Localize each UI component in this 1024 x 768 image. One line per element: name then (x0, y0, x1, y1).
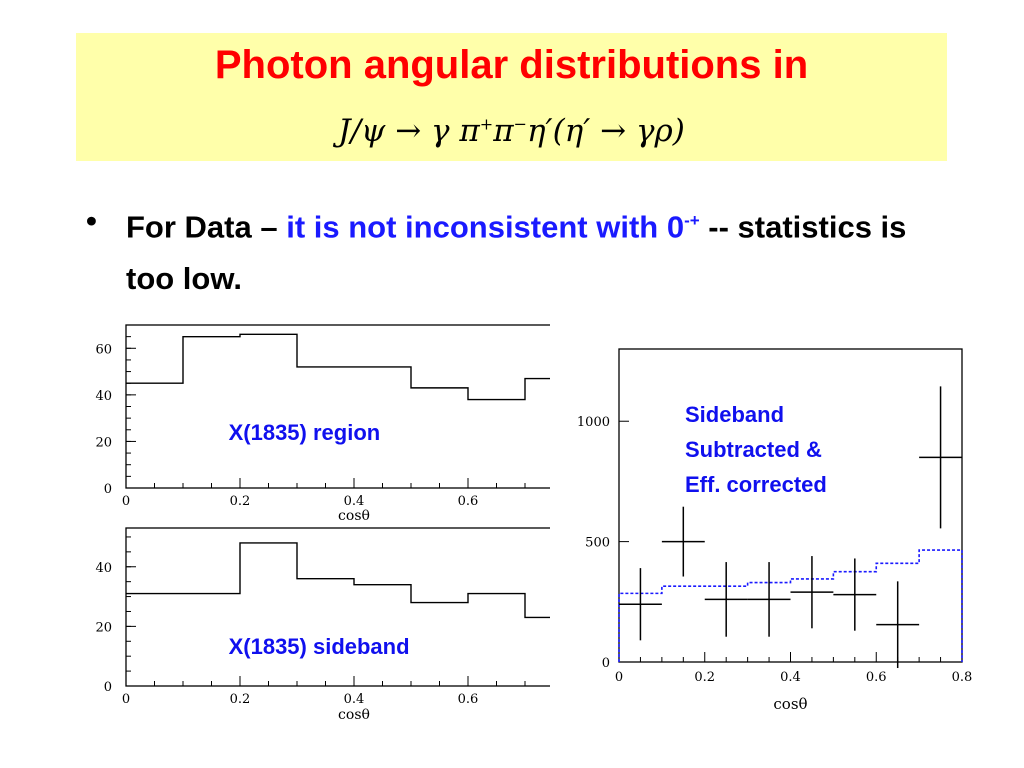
x-tick-label: 0 (122, 494, 130, 509)
y-tick-label: 20 (95, 620, 112, 635)
x-tick-label: 0.8 (952, 670, 973, 685)
x-axis-label: cosθ (773, 695, 807, 713)
x-tick-label: 0.2 (230, 692, 251, 707)
annotation-label: X(1835) sideband (229, 634, 410, 659)
histogram-bars (126, 542, 550, 619)
x-axis-label: cosθ (338, 707, 370, 723)
x-tick-label: 0.6 (458, 494, 479, 509)
y-tick-label: 0 (602, 656, 610, 671)
formula-mid: π (493, 113, 514, 149)
annotation-label: Subtracted & (685, 437, 822, 462)
y-tick-label: 0 (104, 482, 112, 497)
region-histogram: 00.20.40.60.80204060cosθX(1835) region (95, 324, 550, 524)
x-tick-label: 0.6 (866, 670, 887, 685)
expected-curve (618, 549, 963, 662)
y-tick-label: 60 (95, 342, 112, 357)
bullet-highlight: it is not inconsistent with 0 (286, 209, 685, 245)
x-tick-label: 0.4 (344, 494, 365, 509)
title-formula: J/ψ → γ π+π−η′(η′ → γρ) (76, 113, 947, 149)
x-tick-label: 0.4 (344, 692, 365, 707)
y-tick-label: 20 (95, 435, 112, 450)
formula-tail: η′(η′ → γρ) (526, 113, 685, 149)
x-tick-label: 0.4 (780, 670, 801, 685)
y-tick-label: 1000 (577, 415, 610, 430)
x-tick-label: 0 (615, 670, 623, 685)
x-tick-label: 0 (122, 692, 130, 707)
annotation-label: Eff. corrected (685, 472, 827, 497)
x-axis-label: cosθ (338, 508, 370, 524)
y-tick-label: 40 (95, 389, 112, 404)
slide-title: Photon angular distributions in (214, 43, 809, 87)
formula-head: J/ψ → γ π (338, 113, 480, 149)
formula-pi-minus: − (513, 114, 527, 134)
y-tick-label: 0 (104, 680, 112, 695)
bullet-tail: -- statistics is too low. (126, 209, 907, 297)
sideband-histogram: 00.20.40.60.802040cosθX(1835) sideband (95, 527, 550, 723)
annotation-label: Sideband (685, 402, 784, 427)
y-tick-label: 500 (585, 536, 610, 551)
bullet-marker: • (86, 203, 97, 238)
y-tick-label: 40 (95, 561, 112, 576)
formula-pi-plus: + (479, 114, 494, 134)
annotation-label: X(1835) region (229, 420, 381, 445)
bullet-lead: For Data – (126, 209, 287, 245)
bullet-text: For Data – it is not inconsistent with 0… (126, 195, 946, 305)
x-tick-label: 0.2 (230, 494, 251, 509)
plot-frame (125, 527, 550, 687)
plot-frame (125, 324, 550, 489)
corrected-distribution: 0 0.2 0.4 0.6 0.8 0 500 1000 cosθ Sideband Subtrac… (577, 348, 973, 713)
bullet-highlight-sup: -+ (684, 211, 700, 230)
x-tick-label: 0.2 (694, 670, 715, 685)
histogram-bars (126, 333, 550, 401)
plot-frame (618, 348, 963, 663)
title-box: Photon angular distributions in J/ψ → γ … (76, 33, 947, 161)
x-tick-label: 0.6 (458, 692, 479, 707)
